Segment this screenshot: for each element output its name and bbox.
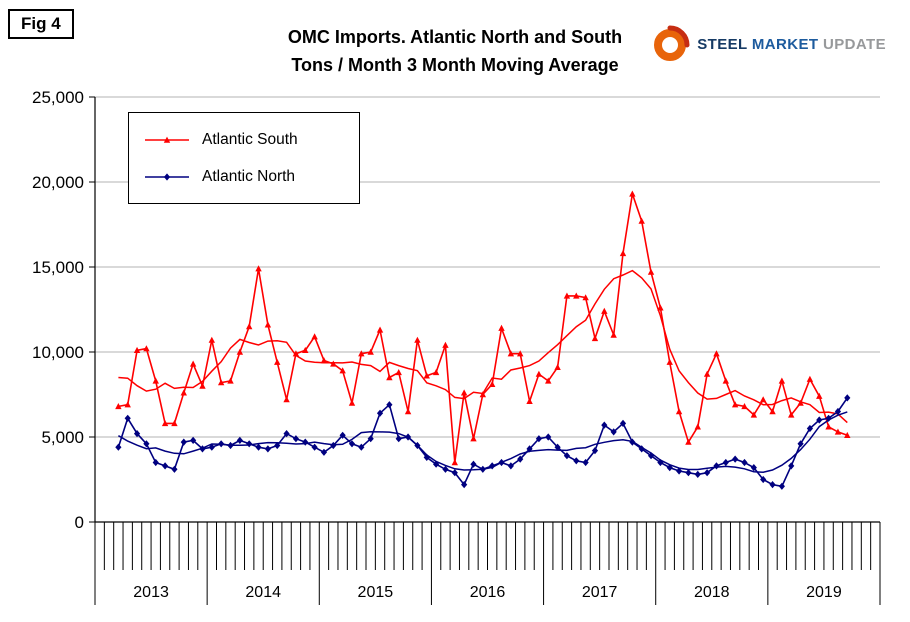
svg-text:2019: 2019 xyxy=(806,584,842,601)
svg-text:0: 0 xyxy=(75,513,84,532)
logo-text: STEEL MARKET UPDATE xyxy=(697,36,886,53)
logo-word-update: UPDATE xyxy=(823,35,886,53)
svg-text:15,000: 15,000 xyxy=(32,258,84,277)
figure-label: Fig 4 xyxy=(8,9,74,39)
steel-market-update-logo: STEEL MARKET UPDATE xyxy=(650,24,886,64)
svg-text:25,000: 25,000 xyxy=(32,88,84,107)
logo-word-market: MARKET xyxy=(751,35,819,53)
svg-text:2013: 2013 xyxy=(133,584,169,601)
logo-word-steel: STEEL xyxy=(697,35,748,53)
legend-item-atlantic-north: Atlantic North xyxy=(143,158,359,195)
smu-globe-icon xyxy=(654,25,690,61)
svg-text:5,000: 5,000 xyxy=(41,428,84,447)
chart-title-line2: Tons / Month 3 Month Moving Average xyxy=(291,54,619,75)
chart-legend: Atlantic South Atlantic North xyxy=(128,112,360,204)
svg-text:2018: 2018 xyxy=(694,584,730,601)
figure-label-text: Fig 4 xyxy=(21,14,61,33)
svg-text:2017: 2017 xyxy=(582,584,618,601)
chart-title: OMC Imports. Atlantic North and South To… xyxy=(0,24,910,80)
legend-label-atlantic-south: Atlantic South xyxy=(202,130,298,148)
chart-title-line1: OMC Imports. Atlantic North and South xyxy=(287,27,623,47)
svg-text:20,000: 20,000 xyxy=(32,173,84,192)
svg-text:2016: 2016 xyxy=(470,584,506,601)
svg-text:2014: 2014 xyxy=(245,584,281,601)
legend-label-atlantic-north: Atlantic North xyxy=(202,167,296,185)
legend-item-atlantic-south: Atlantic South xyxy=(143,121,359,158)
svg-text:10,000: 10,000 xyxy=(32,343,84,362)
atlantic-north-line-sample xyxy=(145,172,189,181)
atlantic-south-line-sample xyxy=(145,136,189,143)
svg-text:2015: 2015 xyxy=(358,584,394,601)
